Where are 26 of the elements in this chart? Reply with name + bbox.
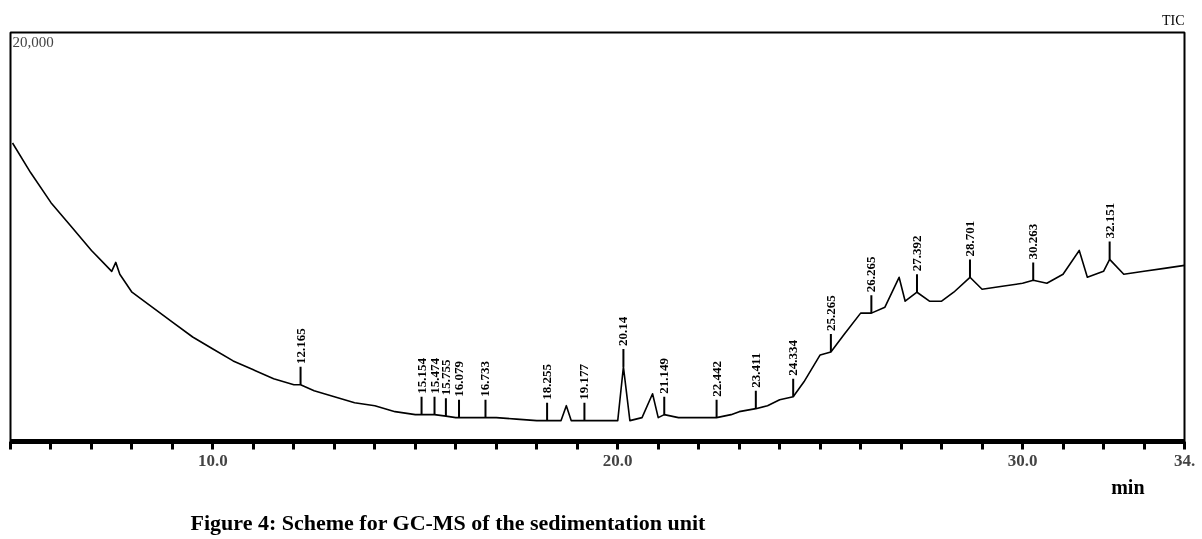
- x-tick-label: 20.0: [602, 450, 633, 470]
- annotation: 30.263: [1025, 223, 1041, 260]
- x-tick-label: 34.: [1173, 450, 1196, 470]
- x-tick-label: 10.0: [198, 450, 228, 470]
- text: Figure 4: Scheme for GC-MS of the sedimentation unit: [190, 509, 707, 535]
- annotation: 27.392: [908, 235, 924, 272]
- annotation: 28.701: [961, 220, 977, 257]
- x-tick-label: 30.0: [1007, 450, 1038, 470]
- text: TIC: [1161, 12, 1185, 28]
- annotation: 32.151: [1101, 202, 1117, 239]
- annotation: 22.442: [708, 360, 724, 397]
- text: 20,000: [12, 33, 54, 50]
- annotation: 15.474: [426, 357, 442, 394]
- annotation: 23.411: [747, 352, 763, 388]
- annotation: 26.265: [863, 255, 879, 293]
- annotation: 21.149: [656, 357, 672, 394]
- annotation: 16.733: [477, 360, 493, 397]
- annotation: 15.154: [413, 357, 429, 394]
- annotation: 25.265: [822, 294, 838, 332]
- x-axis-title: min: [1111, 475, 1145, 498]
- annotation: 16.079: [451, 360, 467, 397]
- annotation: 12.165: [292, 327, 308, 364]
- annotation: 18.255: [539, 363, 555, 400]
- annotation: 20.14: [615, 316, 631, 346]
- annotation: 24.334: [785, 339, 801, 376]
- annotation: 19.177: [576, 363, 592, 400]
